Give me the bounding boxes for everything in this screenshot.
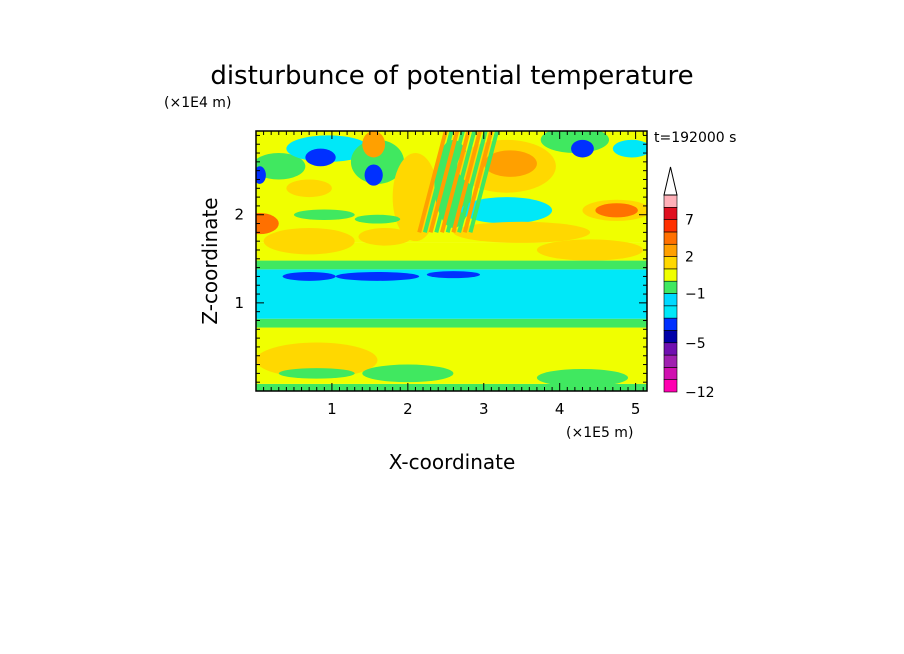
colorbar-swatch	[663, 268, 678, 282]
contour-feature-13	[354, 214, 401, 224]
contour-band-2	[256, 318, 647, 328]
contour-band-0	[256, 383, 647, 391]
wave-stripe-0	[417, 131, 448, 233]
colorbar-swatch	[663, 219, 678, 233]
colorbar-swatch	[663, 231, 678, 245]
wave-stripe-2	[428, 131, 460, 233]
x-tick-label: 1	[327, 400, 337, 418]
wave-stripe-6	[451, 131, 482, 233]
plot-frame	[255, 130, 648, 392]
contour-feature-23	[595, 203, 638, 218]
heatmap-plot-area	[256, 131, 647, 391]
contour-feature-29	[362, 364, 454, 383]
wave-stripe-7	[457, 131, 488, 233]
colorbar-extend-arrow	[663, 166, 678, 196]
x-unit-label: (×1E5 m)	[566, 425, 633, 441]
colorbar-swatch	[663, 367, 678, 380]
wave-stripe-9	[468, 131, 499, 233]
contour-feature-21	[612, 139, 647, 158]
contour-band-4	[256, 260, 647, 270]
y-tick-label: 1	[234, 294, 244, 312]
contour-feature-20	[571, 139, 594, 158]
x-tick-label: 4	[555, 400, 565, 418]
contour-feature-6	[305, 148, 336, 167]
x-tick-label: 3	[479, 400, 489, 418]
contour-feature-2	[263, 227, 355, 255]
colorbar-label: 2	[685, 250, 694, 266]
y-axis-label: Z-coordinate	[198, 197, 222, 324]
contour-feature-27	[426, 271, 480, 279]
contour-feature-3	[293, 209, 355, 221]
contour-feature-30	[536, 368, 629, 387]
colorbar-swatch	[663, 194, 678, 208]
colorbar-swatch	[663, 317, 678, 331]
colorbar-label: 7	[685, 213, 694, 229]
wave-stripe-8	[462, 131, 494, 233]
contour-feature-25	[282, 272, 336, 281]
colorbar-swatch	[663, 243, 678, 257]
colorbar-swatch	[663, 330, 678, 344]
y-tick-label: 2	[234, 206, 244, 224]
colorbar-swatch	[663, 256, 678, 270]
x-axis-label: X-coordinate	[389, 450, 516, 474]
colorbar-label: −1	[685, 287, 706, 303]
contour-feature-9	[364, 164, 383, 186]
contour-feature-12	[358, 227, 412, 246]
colorbar-swatch	[663, 207, 678, 220]
colorbar-swatch	[663, 280, 678, 294]
contour-feature-17	[460, 197, 553, 224]
wave-stripe-3	[434, 131, 465, 233]
wave-packet	[417, 131, 499, 233]
chart-title: disturbunce of potential temperature	[210, 61, 693, 91]
time-label: t=192000 s	[654, 130, 736, 146]
colorbar-swatch	[663, 379, 678, 393]
contour-feature-10	[362, 131, 386, 158]
colorbar-swatch	[663, 342, 678, 356]
contour-feature-24	[536, 239, 644, 261]
colorbar-swatch	[663, 293, 678, 307]
contour-feature-1	[286, 179, 332, 198]
wave-stripe-5	[445, 131, 477, 233]
contour-feature-4	[256, 153, 306, 180]
contour-feature-31	[278, 368, 355, 379]
contour-feature-18	[453, 221, 591, 243]
contour-feature-28	[256, 342, 378, 378]
colorbar-swatch	[663, 305, 678, 319]
x-tick-label: 5	[631, 400, 641, 418]
x-tick-label: 2	[403, 400, 413, 418]
contour-feature-0	[256, 212, 279, 235]
axis-ticks: 1 2 3 4 5 1 2	[234, 131, 647, 418]
wave-stripe-4	[440, 131, 471, 233]
contour-feature-16	[483, 150, 537, 177]
colorbar: −12−5−127	[663, 166, 715, 401]
colorbar-label: −12	[685, 385, 715, 401]
contour-feature-26	[335, 272, 420, 281]
colorbar-label: −5	[685, 336, 706, 352]
y-unit-label: (×1E4 m)	[164, 95, 231, 111]
wave-stripe-1	[422, 131, 454, 233]
colorbar-swatch	[663, 354, 678, 368]
